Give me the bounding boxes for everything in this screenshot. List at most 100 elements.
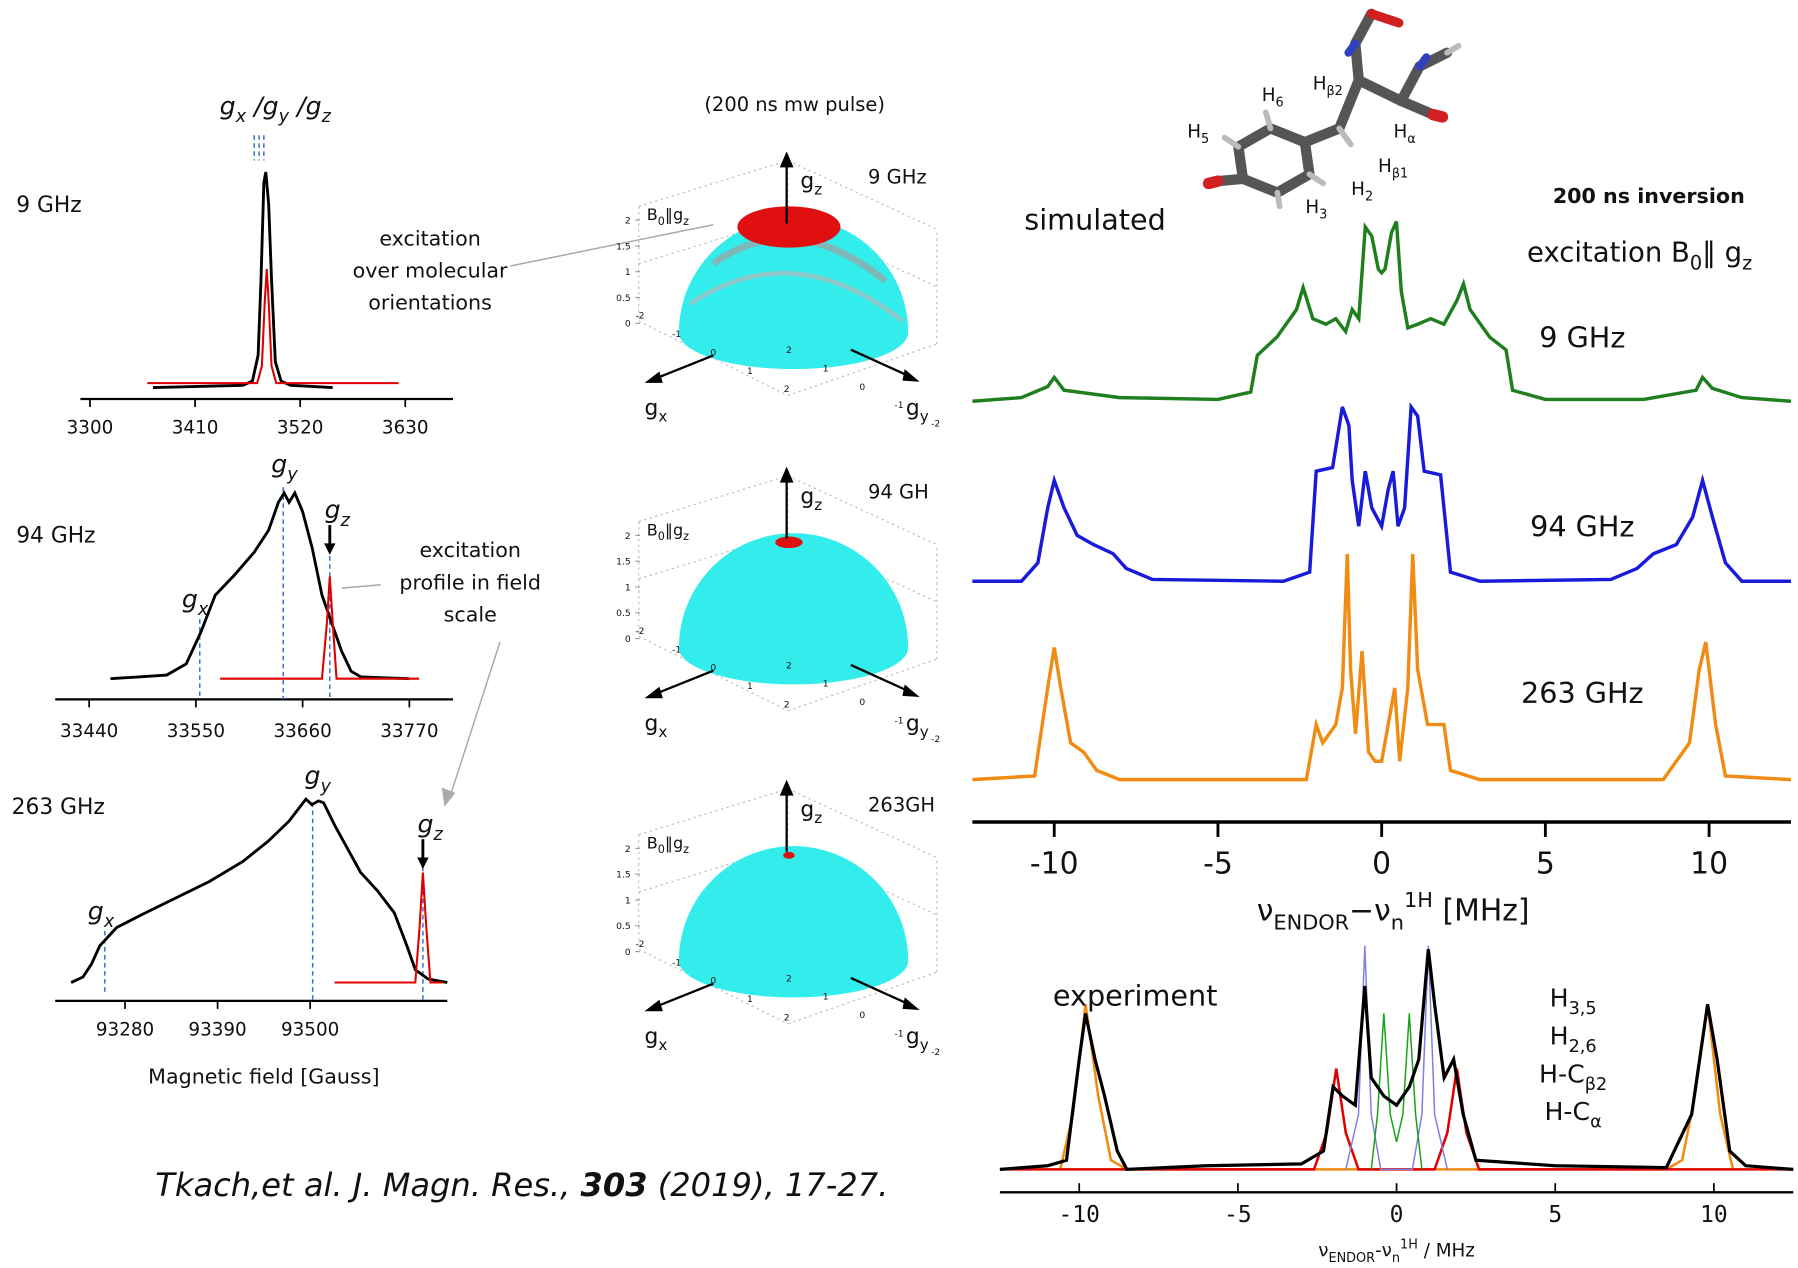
text-part: β1 — [1392, 166, 1408, 181]
text-part: H — [1305, 197, 1319, 218]
x-tick-label: 0 — [710, 347, 716, 358]
x-tick-label: -10 — [1059, 1202, 1100, 1228]
text-part: B — [647, 833, 658, 852]
annotation: scale — [444, 602, 497, 626]
text-part: z — [683, 215, 689, 228]
x-tick-label: 3520 — [277, 417, 324, 438]
text-part: β2 — [1585, 1075, 1607, 1095]
x-tick-label: 33770 — [380, 721, 438, 742]
y-tick-label: -2 — [931, 1047, 940, 1058]
text-part: n — [1391, 911, 1404, 935]
text-part: y — [920, 408, 929, 426]
annotation: excitation — [419, 538, 520, 562]
text-part: z — [1742, 252, 1752, 275]
text-part: z — [321, 107, 332, 127]
text-part: z — [340, 511, 351, 531]
text-part: H — [1550, 984, 1569, 1013]
x-tick-label: -1 — [672, 957, 681, 968]
x-tick-label: 93500 — [281, 1019, 339, 1040]
text-part: H — [1351, 179, 1365, 200]
text-part: y — [286, 465, 298, 485]
text-part: α — [1407, 132, 1415, 147]
x-tick-label: 33440 — [60, 721, 118, 742]
x-tick-label: 3300 — [67, 417, 114, 438]
text-part: g — [800, 484, 814, 509]
x-tick-label: -5 — [1203, 847, 1233, 882]
y-tick-label: -2 — [931, 734, 940, 745]
text-part: H — [1313, 73, 1327, 94]
y-tick-label: 2 — [786, 973, 792, 984]
z-tick-label: 2 — [625, 844, 631, 855]
text-part: 2,6 — [1569, 1037, 1597, 1057]
y-tick-label: 2 — [786, 345, 792, 356]
text-part: g — [906, 1024, 920, 1049]
z-tick-label: 1 — [625, 267, 631, 278]
text-part: g — [800, 797, 814, 822]
x-tick-label: 1 — [747, 681, 753, 692]
panel-label: 263GH — [868, 794, 935, 817]
text-part: z — [814, 181, 822, 199]
text-part: z — [683, 530, 689, 543]
text-part: -ν — [1375, 1241, 1392, 1262]
annotation: over molecular — [353, 258, 508, 282]
text-part: β2 — [1327, 84, 1343, 99]
x-tick-label: 2 — [784, 699, 790, 710]
z-tick-label: 0 — [625, 634, 631, 645]
x-tick-label: 5 — [1536, 847, 1555, 882]
panel-title: (200 ns mw pulse) — [704, 93, 885, 116]
chart-subtitle: 200 ns inversion — [1553, 184, 1745, 208]
x-tick-label: 0 — [710, 976, 716, 987]
text-part: H — [1550, 1021, 1569, 1050]
text-part: H-C — [1539, 1059, 1585, 1088]
x-tick-label: 10 — [1700, 1202, 1728, 1228]
text-part: z — [814, 496, 822, 514]
citation-part: 303 — [581, 1166, 648, 1204]
text-part: g — [220, 92, 236, 121]
x-tick-label: -5 — [1224, 1202, 1252, 1228]
panel-label: 9 GHz — [16, 193, 81, 218]
text-part: H — [1187, 122, 1201, 143]
y-tick-label: -1 — [894, 1028, 903, 1039]
text-part: z — [432, 825, 443, 845]
x-tick-label: 1 — [747, 994, 753, 1005]
x-tick-label: -2 — [635, 939, 644, 950]
x-axis-label: Magnetic field [Gauss] — [148, 1064, 379, 1088]
panel-label: 94 GH — [868, 481, 929, 504]
text-part: g — [906, 711, 920, 736]
text-part: z — [683, 843, 689, 856]
text-part: B — [647, 520, 658, 539]
chart-title: simulated — [1024, 202, 1166, 236]
text-part: 1H — [1404, 888, 1433, 912]
x-tick-label: 0 — [1390, 1202, 1404, 1228]
text-part: H — [1378, 156, 1392, 177]
text-part: ‖g — [665, 833, 683, 852]
text-part: 0 — [1690, 252, 1702, 275]
x-tick-label: 3630 — [382, 417, 429, 438]
chart-title: experiment — [1053, 978, 1218, 1012]
y-tick-label: -2 — [931, 418, 940, 429]
citation-part: Tkach,et al. J. Magn. Res., — [155, 1166, 580, 1204]
text-part: 3,5 — [1569, 999, 1597, 1019]
panel-label: 263 GHz — [12, 795, 105, 820]
z-tick-label: 1 — [625, 582, 631, 593]
text-part: g — [305, 761, 321, 790]
excitation-spot — [775, 537, 803, 548]
annotation: excitation — [379, 226, 480, 250]
y-tick-label: 1 — [823, 679, 829, 690]
text-part: x — [658, 408, 667, 426]
text-part: z — [814, 809, 822, 827]
x-tick-label: 3410 — [172, 417, 219, 438]
excitation-spot — [783, 852, 794, 859]
text-part: ν — [1257, 894, 1274, 929]
x-tick-label: 1 — [747, 366, 753, 377]
text-part: g — [417, 809, 433, 838]
text-part: ENDOR — [1273, 911, 1349, 935]
text-part: 5 — [1201, 132, 1209, 147]
z-tick-label: 0 — [625, 319, 631, 330]
text-part: ν — [1318, 1241, 1328, 1262]
annotation: profile in field — [399, 570, 541, 594]
z-tick-label: 1.5 — [616, 870, 631, 881]
text-part: / MHz — [1418, 1241, 1475, 1262]
text-part: y — [920, 1036, 929, 1054]
x-tick-label: 2 — [784, 384, 790, 395]
